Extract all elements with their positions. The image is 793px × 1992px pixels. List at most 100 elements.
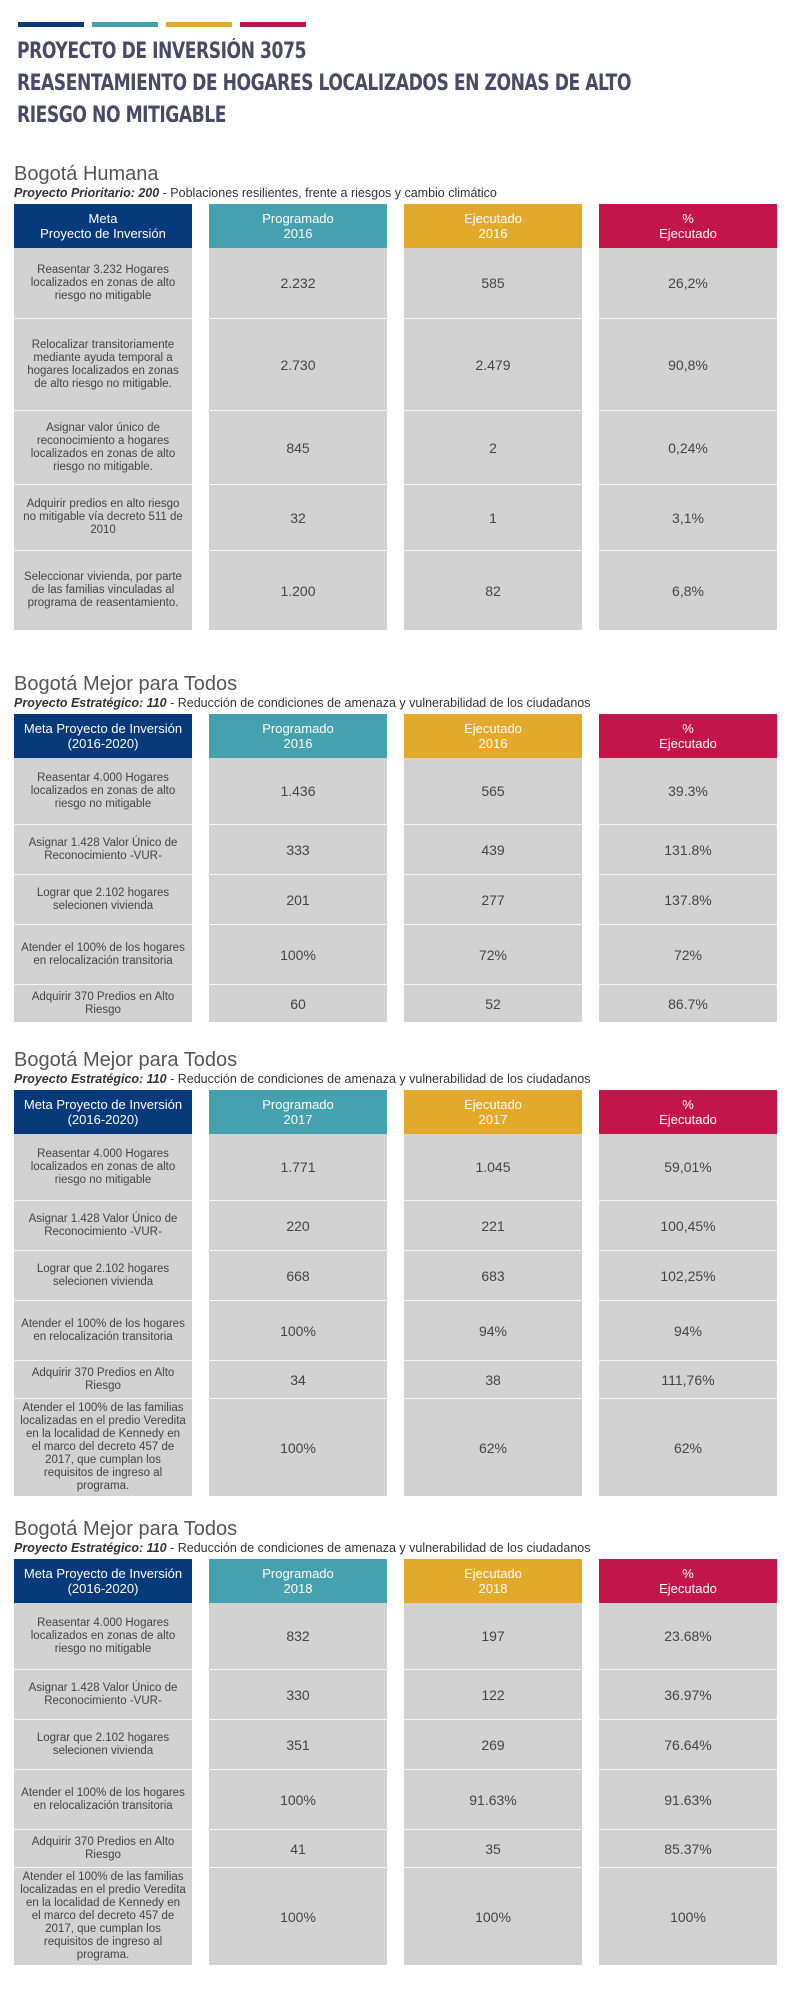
column-meta: Meta Proyecto de Inversión (2016-2020) Re… [14,1090,192,1496]
column-ejecutado: Ejecutado 2017 1.045 221 683 94% 38 62% [404,1090,582,1496]
cell-programado: 220 [209,1200,387,1250]
header-programado: Programado 2016 [209,204,387,248]
project-description: - Reducción de condiciones de amenaza y … [166,1541,591,1555]
cell-pct-ejecutado: 72% [599,924,777,984]
table-section: Bogotá Humana Proyecto Prioritario: 200 -… [14,163,779,630]
cell-ejecutado: 2.479 [404,318,582,410]
cell-ejecutado: 683 [404,1250,582,1300]
page-title: PROYECTO DE INVERSIÓN 3075 REASENTAMIENT… [17,36,717,132]
header-ejecutado: Ejecutado 2017 [404,1090,582,1134]
cell-meta: Reasentar 3.232 Hogares localizados en z… [14,248,192,318]
header-ejecutado: Ejecutado 2016 [404,204,582,248]
cell-pct-ejecutado: 131.8% [599,824,777,874]
cell-programado: 832 [209,1603,387,1669]
cell-programado: 2.232 [209,248,387,318]
project-description: - Poblaciones resilientes, frente a ries… [159,186,497,200]
cell-ejecutado: 122 [404,1669,582,1719]
cell-ejecutado: 72% [404,924,582,984]
cell-ejecutado: 277 [404,874,582,924]
header-meta: Meta Proyecto de Inversión (2016-2020) [14,1090,192,1134]
cell-ejecutado: 197 [404,1603,582,1669]
header-programado: Programado 2017 [209,1090,387,1134]
cell-ejecutado: 585 [404,248,582,318]
title-line: RIESGO NO MITIGABLE [17,103,227,128]
cell-programado: 201 [209,874,387,924]
data-table: Meta Proyecto de Inversión (2016-2020) Re… [14,714,779,1022]
cell-programado: 32 [209,484,387,550]
cell-pct-ejecutado: 100,45% [599,1200,777,1250]
cell-meta: Adquirir predios en alto riesgo no mitig… [14,484,192,550]
cell-meta: Adquirir 370 Predios en Alto Riesgo [14,1829,192,1867]
column-pct-ejecutado: % Ejecutado 59,01% 100,45% 102,25% 94% 111,76… [599,1090,777,1496]
project-label: Proyecto Prioritario: 200 [14,186,160,200]
stripe-crimson [240,22,306,27]
cell-meta: Reasentar 4.000 Hogares localizados en z… [14,1603,192,1669]
cell-pct-ejecutado: 36.97% [599,1669,777,1719]
cell-ejecutado: 62% [404,1398,582,1496]
header-pct-ejecutado: % Ejecutado [599,1559,777,1603]
column-meta: Meta Proyecto de Inversión (2016-2020) Re… [14,1559,192,1965]
column-meta: Meta Proyecto de Inversión (2016-2020) Re… [14,714,192,1022]
section-subtitle: Proyecto Estratégico: 110 - Reducción de… [14,1071,779,1087]
cell-pct-ejecutado: 3,1% [599,484,777,550]
section-title: Bogotá Mejor para Todos [14,673,238,695]
color-stripes [18,22,306,27]
cell-programado: 2.730 [209,318,387,410]
project-label: Proyecto Estratégico: 110 [14,696,167,710]
cell-ejecutado: 82 [404,550,582,630]
cell-pct-ejecutado: 59,01% [599,1134,777,1200]
cell-programado: 100% [209,924,387,984]
cell-meta: Lograr que 2.102 hogares selecionen vivi… [14,874,192,924]
cell-ejecutado: 2 [404,410,582,484]
cell-meta: Atender el 100% de los hogares en reloca… [14,1769,192,1829]
section-subtitle: Proyecto Estratégico: 110 - Reducción de… [14,1540,779,1556]
cell-pct-ejecutado: 90,8% [599,318,777,410]
cell-meta: Asignar 1.428 Valor Único de Reconocimie… [14,824,192,874]
section-title: Bogotá Mejor para Todos [14,1049,238,1071]
title-line: REASENTAMIENTO DE HOGARES LOCALIZADOS EN… [17,71,632,96]
cell-meta: Atender el 100% de las familias localiza… [14,1398,192,1496]
data-table: Meta Proyecto de Inversión (2016-2020) Re… [14,1559,779,1965]
cell-meta: Reasentar 4.000 Hogares localizados en z… [14,758,192,824]
section-title: Bogotá Mejor para Todos [14,1518,238,1540]
cell-programado: 41 [209,1829,387,1867]
header-pct-ejecutado: % Ejecutado [599,714,777,758]
cell-ejecutado: 91.63% [404,1769,582,1829]
cell-programado: 351 [209,1719,387,1769]
cell-pct-ejecutado: 94% [599,1300,777,1360]
cell-programado: 100% [209,1398,387,1496]
column-meta: Meta Proyecto de Inversión Reasentar 3.23… [14,204,192,630]
header-ejecutado: Ejecutado 2018 [404,1559,582,1603]
cell-programado: 1.771 [209,1134,387,1200]
cell-pct-ejecutado: 62% [599,1398,777,1496]
cell-pct-ejecutado: 23.68% [599,1603,777,1669]
cell-meta: Asignar 1.428 Valor Único de Reconocimie… [14,1669,192,1719]
title-line: PROYECTO DE INVERSIÓN 3075 [17,39,306,64]
header-programado: Programado 2016 [209,714,387,758]
column-pct-ejecutado: % Ejecutado 23.68% 36.97% 76.64% 91.63% 85.37… [599,1559,777,1965]
table-section: Bogotá Mejor para Todos Proyecto Estratég… [14,1518,779,1965]
cell-meta: Adquirir 370 Predios en Alto Riesgo [14,1360,192,1398]
cell-meta: Asignar valor único de reconocimiento a … [14,410,192,484]
cell-programado: 100% [209,1300,387,1360]
column-ejecutado: Ejecutado 2016 585 2.479 2 1 82 [404,204,582,630]
section-title: Bogotá Humana [14,163,159,185]
cell-meta: Lograr que 2.102 hogares selecionen vivi… [14,1250,192,1300]
cell-programado: 330 [209,1669,387,1719]
cell-pct-ejecutado: 102,25% [599,1250,777,1300]
column-ejecutado: Ejecutado 2018 197 122 269 91.63% 35 100% [404,1559,582,1965]
cell-pct-ejecutado: 26,2% [599,248,777,318]
cell-meta: Asignar 1.428 Valor Único de Reconocimie… [14,1200,192,1250]
header-programado: Programado 2018 [209,1559,387,1603]
section-subtitle: Proyecto Estratégico: 110 - Reducción de… [14,695,779,711]
cell-pct-ejecutado: 85.37% [599,1829,777,1867]
column-programado: Programado 2018 832 330 351 100% 41 100% [209,1559,387,1965]
cell-meta: Atender el 100% de las familias localiza… [14,1867,192,1965]
cell-meta: Atender el 100% de los hogares en reloca… [14,1300,192,1360]
project-label: Proyecto Estratégico: 110 [14,1541,167,1555]
cell-pct-ejecutado: 0,24% [599,410,777,484]
cell-programado: 34 [209,1360,387,1398]
cell-programado: 1.200 [209,550,387,630]
project-label: Proyecto Estratégico: 110 [14,1072,167,1086]
column-pct-ejecutado: % Ejecutado 26,2% 90,8% 0,24% 3,1% 6,8% [599,204,777,630]
